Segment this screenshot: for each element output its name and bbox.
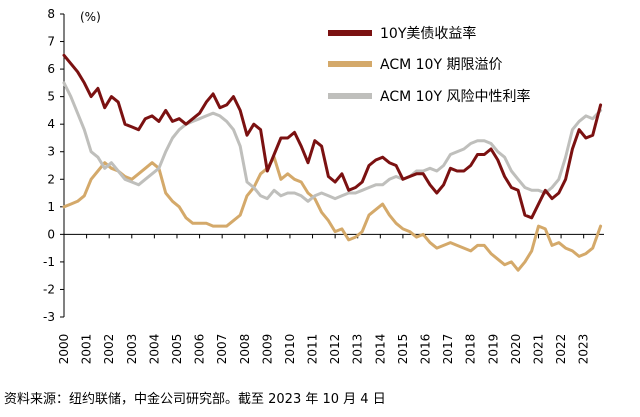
x-tick-label: 2023 [577,334,591,365]
legend-label-risk-neutral: ACM 10Y 风险中性利率 [380,88,530,105]
y-tick-label: 2 [47,172,55,186]
x-tick-label: 2019 [486,334,500,365]
x-tick-label: 2022 [554,334,568,365]
x-tick-label: 2005 [170,334,184,365]
series-lines [62,53,603,272]
y-tick-label: 0 [47,227,55,241]
series-line-yield [62,53,603,220]
x-tick-label: 2014 [373,334,387,365]
y-tick-label: 6 [47,62,55,76]
y-tick-label: 1 [47,200,55,214]
legend: 10Y美债收益率 ACM 10Y 期限溢价 ACM 10Y 风险中性利率 [328,25,530,105]
x-tick-label: 2000 [57,334,71,365]
x-tick-label: 2020 [509,334,523,365]
x-tick-label: 2021 [531,334,545,365]
y-tick-label: 3 [47,145,55,159]
x-tick-label: 2015 [396,334,410,365]
y-tick-label: -1 [43,255,55,269]
unit-label: (%) [80,10,101,24]
series-line-term-premium [62,155,603,272]
x-tick-label: 2018 [464,334,478,365]
y-tick-label: 7 [47,35,55,49]
x-tick-label: 2007 [215,334,229,365]
y-axis: 8 7 6 5 4 3 2 1 0 -1 -2 -3 [43,7,65,324]
y-tick-label: -3 [43,310,55,324]
x-tick-label: 2017 [441,334,455,365]
x-axis: 2000 2001 2002 2003 2004 2005 2006 2007 2008 2009… [57,233,604,365]
line-chart: (%) 8 7 6 5 4 3 2 1 0 -1 -2 -3 2000 2001 2002 2003 2004… [43,7,604,365]
x-tick-label: 2001 [80,334,94,365]
y-tick-label: 4 [47,117,55,131]
x-tick-label: 2009 [260,334,274,365]
x-tick-label: 2011 [306,334,320,365]
y-tick-label: 8 [47,7,55,21]
legend-label-term-premium: ACM 10Y 期限溢价 [380,57,502,73]
y-tick-label: 5 [47,90,55,104]
x-tick-label: 2008 [238,334,252,365]
x-tick-label: 2003 [125,334,139,365]
series-line-risk-neutral [62,81,603,203]
x-tick-label: 2013 [351,334,365,365]
x-tick-label: 2016 [419,334,433,365]
x-tick-label: 2006 [193,334,207,365]
y-tick-label: -2 [43,282,55,296]
x-tick-label: 2002 [102,334,116,365]
x-tick-label: 2010 [283,334,297,365]
x-tick-label: 2004 [147,334,161,365]
x-tick-label: 2012 [328,334,342,365]
source-note: 资料来源：纽约联储，中金公司研究部。截至 2023 年 10 月 4 日 [4,392,386,407]
legend-label-yield: 10Y美债收益率 [380,25,476,42]
